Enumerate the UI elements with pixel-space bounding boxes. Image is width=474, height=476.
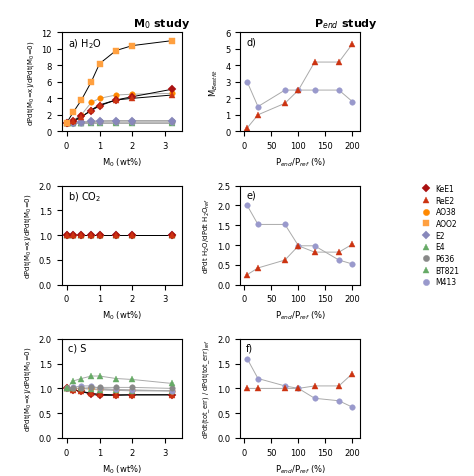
X-axis label: P$_{end}$/P$_{ref}$ (%): P$_{end}$/P$_{ref}$ (%) [275,462,326,475]
Y-axis label: dPdt(tot_err) / dPdt(tot_err)$_{ref}$: dPdt(tot_err) / dPdt(tot_err)$_{ref}$ [201,339,212,438]
Text: f): f) [246,343,253,353]
Y-axis label: dPdt(M$_0$=x)/dPdt(M$_0$=0): dPdt(M$_0$=x)/dPdt(M$_0$=0) [23,346,33,431]
Text: M$_0$ study: M$_0$ study [133,17,190,30]
Y-axis label: dPdt H$_2$O/dPdt H$_2$O$_{ref}$: dPdt H$_2$O/dPdt H$_2$O$_{ref}$ [201,198,212,274]
Text: P$_{end}$ study: P$_{end}$ study [314,17,378,30]
Text: e): e) [246,190,256,200]
X-axis label: M$_0$ (wt%): M$_0$ (wt%) [102,309,142,322]
Text: d): d) [246,37,256,47]
X-axis label: P$_{end}$/P$_{ref}$ (%): P$_{end}$/P$_{ref}$ (%) [275,309,326,322]
X-axis label: M$_0$ (wt%): M$_0$ (wt%) [102,462,142,475]
X-axis label: P$_{end}$/P$_{ref}$ (%): P$_{end}$/P$_{ref}$ (%) [275,156,326,169]
X-axis label: M$_0$ (wt%): M$_0$ (wt%) [102,156,142,169]
Legend: KeE1, ReE2, AO38, AOO2, E2, E4, P636, BT821, M413: KeE1, ReE2, AO38, AOO2, E2, E4, P636, BT… [419,185,459,287]
Text: b) CO$_2$: b) CO$_2$ [68,190,101,204]
Y-axis label: dPdt(M$_0$=x)/dPdt(M$_0$=0): dPdt(M$_0$=x)/dPdt(M$_0$=0) [26,40,36,125]
Y-axis label: dPdt(M$_0$=x)/dPdt(M$_0$=0): dPdt(M$_0$=x)/dPdt(M$_0$=0) [23,193,33,278]
Text: c) S: c) S [68,343,86,353]
Text: a) H$_2$O: a) H$_2$O [68,37,102,51]
Y-axis label: M$_{Bestfit}$: M$_{Bestfit}$ [207,69,219,97]
